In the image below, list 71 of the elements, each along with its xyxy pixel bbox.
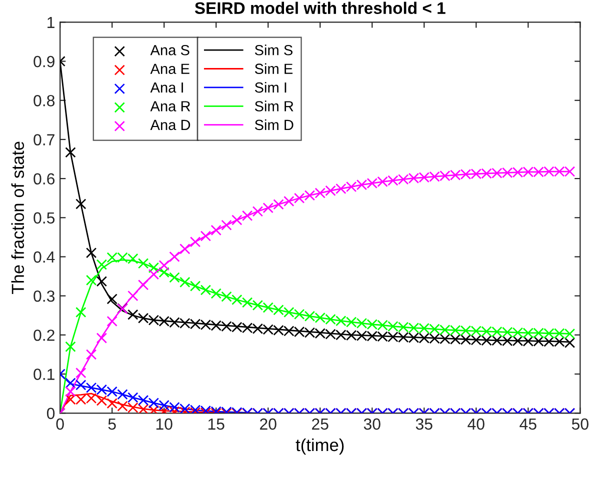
y-axis-title: The fraction of state <box>11 142 24 294</box>
legend-label: Ana D <box>150 120 190 130</box>
point <box>221 220 232 230</box>
legend-label: Ana R <box>150 101 190 112</box>
point <box>252 206 264 217</box>
y-tick-label: 0.1 <box>34 368 54 380</box>
point <box>86 349 97 360</box>
legend-label: Sim R <box>254 100 294 112</box>
x-tick-label: 50 <box>572 418 588 430</box>
point <box>158 267 170 278</box>
point <box>148 268 160 280</box>
legend-label: Sim E <box>254 63 293 74</box>
point <box>76 198 86 210</box>
point <box>148 262 160 274</box>
point <box>180 244 190 254</box>
x-axis-title: t(time) <box>296 438 344 455</box>
point <box>169 272 180 283</box>
y-tick-label: 0.2 <box>34 330 54 341</box>
x-tick-label: 45 <box>520 418 536 430</box>
point <box>200 230 212 242</box>
point <box>65 341 76 352</box>
x-tick-label: 5 <box>108 418 116 430</box>
point <box>138 258 149 269</box>
y-tick-label: 0.7 <box>34 134 54 146</box>
point <box>200 284 212 296</box>
y-tick-label: 0.4 <box>34 251 55 263</box>
point <box>169 251 180 262</box>
point <box>242 210 253 222</box>
x-tick-label: 25 <box>312 418 328 430</box>
point <box>65 147 76 158</box>
x-tick-label: 15 <box>208 418 224 430</box>
point <box>86 247 97 258</box>
point <box>262 202 274 214</box>
point <box>76 306 86 318</box>
x-tick-label: 40 <box>468 418 484 430</box>
point <box>190 280 201 292</box>
point <box>128 309 138 320</box>
legend-label: Ana I <box>150 82 183 93</box>
point <box>106 294 118 304</box>
point <box>96 276 108 287</box>
point <box>128 290 138 302</box>
y-tick-label: 0.3 <box>34 290 55 302</box>
x-tick-label: 35 <box>416 418 432 430</box>
legend-label: Sim D <box>254 119 294 130</box>
point <box>106 316 118 327</box>
point <box>96 259 108 270</box>
y-tick-label: 0.5 <box>34 212 55 224</box>
legend-label: Ana E <box>150 64 190 74</box>
x-tick-label: 10 <box>156 418 172 430</box>
chart-title: SEIRD model with threshold < 1 <box>194 2 446 14</box>
y-tick-label: 0 <box>46 408 55 420</box>
point <box>210 224 222 236</box>
point <box>232 214 242 226</box>
x-tick-label: 0 <box>56 418 64 430</box>
point <box>76 368 86 378</box>
point <box>86 274 97 286</box>
legend-label: Sim S <box>254 44 292 56</box>
point <box>96 332 108 344</box>
point <box>180 276 190 288</box>
point <box>158 260 170 271</box>
y-tick-label: 0.9 <box>34 56 54 68</box>
legend-label: Ana S <box>150 44 190 56</box>
y-tick-label: 0.8 <box>34 95 55 106</box>
x-tick-label: 30 <box>364 418 380 430</box>
point <box>190 236 201 248</box>
legend-label: Sim I <box>254 82 286 93</box>
x-tick-label: 20 <box>260 418 276 430</box>
y-tick-label: 1 <box>48 16 54 28</box>
y-tick-label: 0.6 <box>34 173 55 185</box>
point <box>65 386 76 397</box>
point <box>138 280 149 290</box>
